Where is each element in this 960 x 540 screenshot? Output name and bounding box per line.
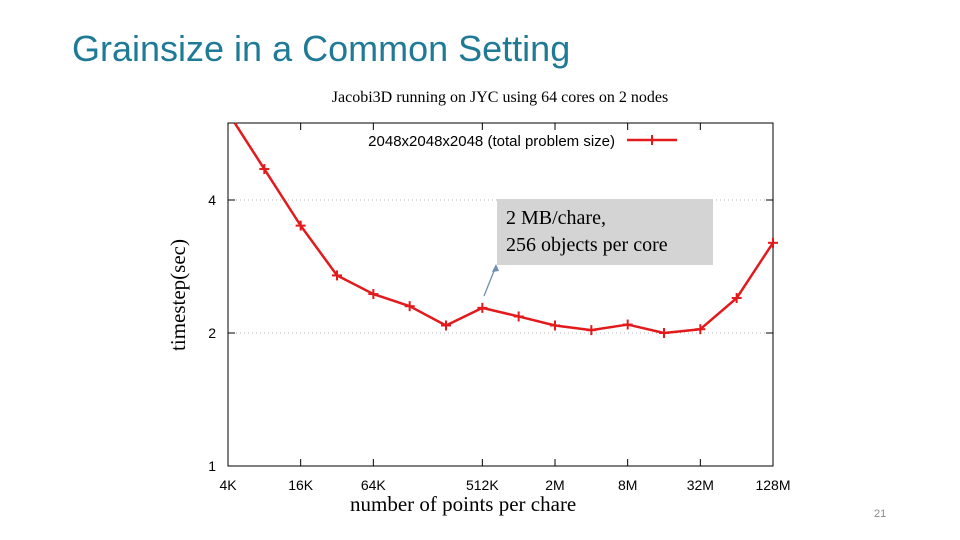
data-point	[404, 301, 415, 312]
y-tick-label: 2	[208, 325, 216, 341]
callout-line-2: 256 objects per core	[506, 234, 668, 256]
y-tick-label: 4	[208, 192, 216, 208]
data-point	[259, 164, 270, 175]
page-number: 21	[874, 508, 887, 520]
axis-ticks	[227, 123, 774, 467]
x-tick-label: 64K	[361, 477, 387, 493]
data-point	[768, 237, 778, 248]
series-2048x2048x2048	[233, 122, 778, 338]
x-tick-label: 16K	[288, 477, 314, 493]
x-axis-title: number of points per chare	[350, 492, 577, 516]
slide-title: Grainsize in a Common Setting	[72, 28, 571, 69]
x-tick-label: 4K	[219, 477, 237, 493]
data-point	[295, 220, 306, 231]
y-tick-labels: 1 2 4	[208, 192, 216, 474]
data-point	[550, 320, 560, 331]
legend-marker	[647, 135, 657, 145]
series-line	[233, 122, 775, 335]
data-point	[513, 311, 524, 322]
data-point	[659, 328, 669, 338]
annotation-callout: 2 MB/chare, 256 objects per core	[497, 199, 713, 265]
x-tick-label: 2M	[545, 477, 564, 493]
y-axis-title: timestep(sec)	[166, 239, 190, 351]
legend: 2048x2048x2048 (total problem size)	[368, 133, 677, 150]
x-tick-labels: 4K 16K 64K 512K 2M 8M 32M 128M	[219, 477, 790, 493]
data-point	[586, 325, 597, 336]
data-point	[695, 324, 706, 335]
plot-frame	[227, 122, 774, 467]
data-point	[731, 293, 742, 304]
callout-arrowhead	[492, 264, 499, 272]
x-tick-label: 128M	[755, 477, 790, 493]
data-point	[441, 320, 451, 331]
legend-label: 2048x2048x2048 (total problem size)	[368, 133, 615, 150]
callout-line-1: 2 MB/chare,	[506, 207, 606, 229]
data-point	[622, 319, 633, 330]
data-point	[332, 270, 342, 281]
data-point	[368, 289, 379, 300]
data-point	[477, 302, 488, 313]
x-tick-label: 512K	[466, 477, 499, 493]
x-tick-label: 32M	[687, 477, 714, 493]
y-tick-label: 1	[208, 458, 216, 474]
x-tick-label: 8M	[618, 477, 637, 493]
chart-title: Jacobi3D running on JYC using 64 cores o…	[332, 89, 668, 106]
